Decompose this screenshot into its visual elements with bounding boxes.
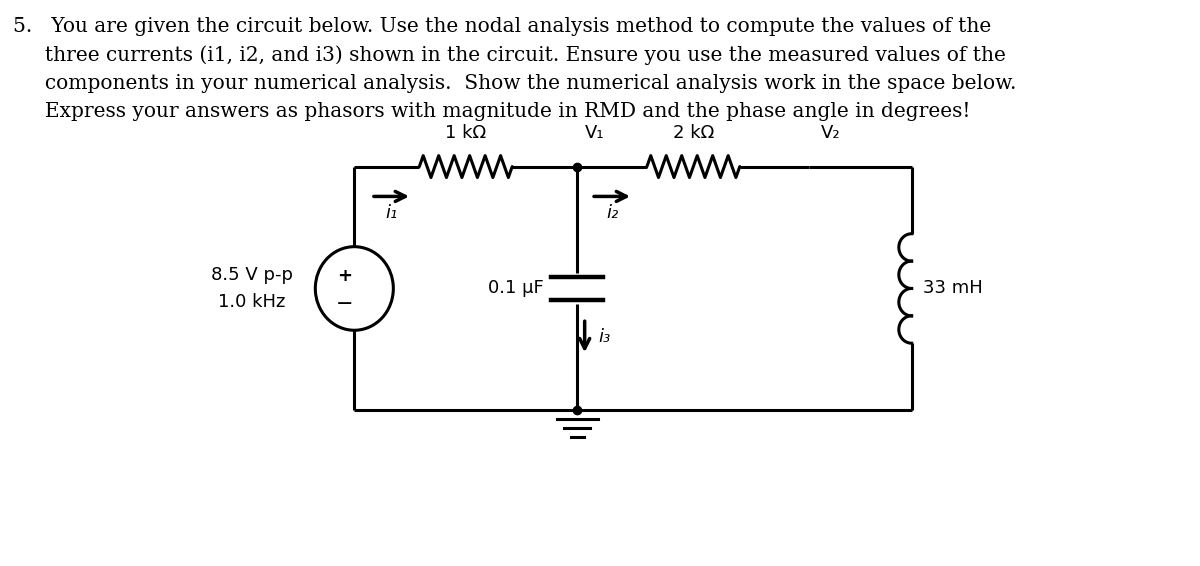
Text: V₁: V₁ <box>584 124 605 142</box>
Text: i₃: i₃ <box>599 328 611 346</box>
Text: −: − <box>336 294 354 314</box>
Text: +: + <box>337 267 353 285</box>
Text: 0.1 μF: 0.1 μF <box>488 280 544 298</box>
Text: i₂: i₂ <box>606 204 618 222</box>
Text: 33 mH: 33 mH <box>923 280 983 298</box>
Text: V₂: V₂ <box>821 124 840 142</box>
Text: 8.5 V p-p
1.0 kHz: 8.5 V p-p 1.0 kHz <box>211 266 293 311</box>
Text: 2 kΩ: 2 kΩ <box>673 124 714 142</box>
Text: 1 kΩ: 1 kΩ <box>445 124 486 142</box>
Text: 5.   You are given the circuit below. Use the nodal analysis method to compute t: 5. You are given the circuit below. Use … <box>12 18 1016 121</box>
Text: i₁: i₁ <box>385 204 397 222</box>
